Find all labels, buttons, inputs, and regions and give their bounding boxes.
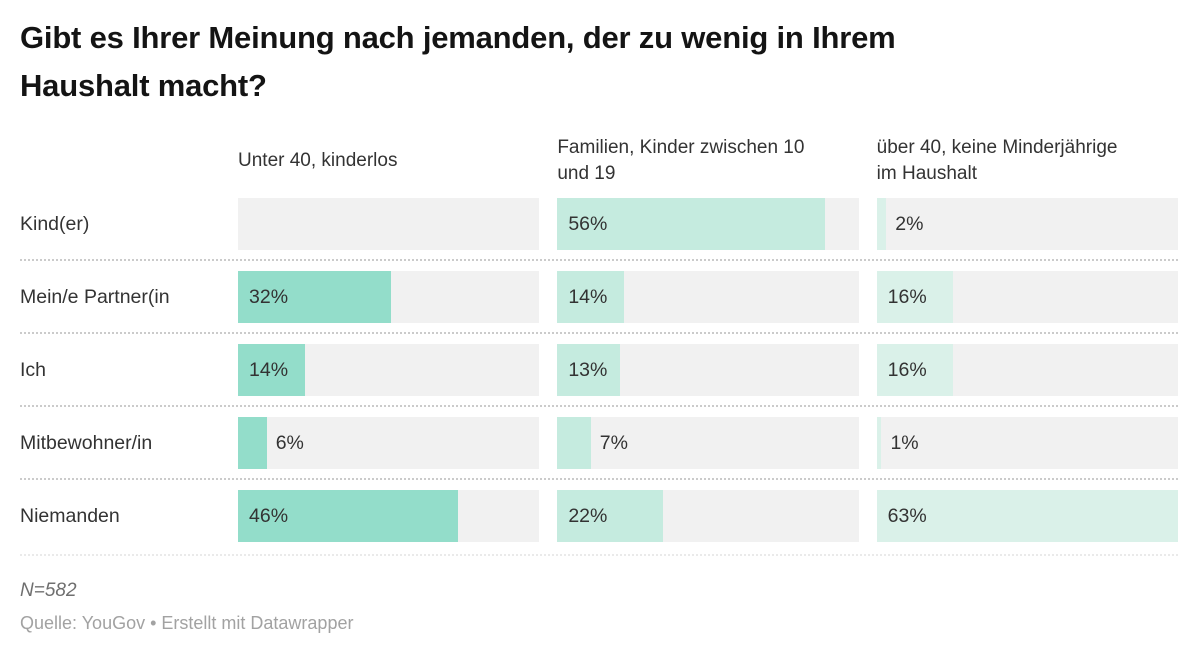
bar-track: 6% [238,417,540,469]
row-label: Kind(er) [20,212,90,235]
table-row: Kind(er) 56% 2% [20,198,1178,250]
bar [876,271,954,323]
bar [876,344,954,396]
bar-value-label: 46% [249,505,289,527]
column-header-1: Unter 40, kinderlos [238,150,398,171]
bar-value-label: 6% [275,432,304,454]
bar-track: 22% [557,490,859,542]
bar [557,271,625,323]
bar-value-label: 32% [249,286,289,308]
table-row: Niemanden 46% 22% 63% [20,490,1178,542]
column-headers: Unter 40, kinderlos Familien, Kinder zwi… [20,134,1178,188]
bar [557,344,620,396]
bar-track [238,198,540,250]
bar-track: 1% [876,417,1178,469]
bar-track: 16% [876,271,1178,323]
bar-track: 7% [557,417,859,469]
bar-value-label: 14% [249,359,289,381]
sample-size-note: N=582 [20,580,77,601]
bar [876,490,1178,542]
chart-container: Gibt es Ihrer Meinung nach jemanden, der… [20,14,1178,633]
row-label: Niemanden [20,504,120,527]
bar-value-label: 22% [568,505,608,527]
table-row: Mein/e Partner(in 32% 14% 16% [20,271,1178,323]
bar-value-label: 13% [568,359,608,381]
row-separator [20,478,1178,480]
bar [876,417,882,469]
bar-value-label: 56% [568,213,608,235]
chart-title-line-1: Gibt es Ihrer Meinung nach jemanden, der… [20,20,896,55]
bar-value-label: 2% [895,213,924,235]
row-separator [20,554,1178,556]
bar-track: 13% [557,344,859,396]
bar-track: 14% [238,344,540,396]
bar-track: 56% [557,198,859,250]
bar [557,198,826,250]
bar [238,490,459,542]
chart-title-line-2: Haushalt macht? [20,68,267,103]
row-separator [20,405,1178,407]
bar [238,271,392,323]
row-label: Mitbewohner/in [20,431,153,454]
bar-track: 14% [557,271,859,323]
bar-track: 16% [876,344,1178,396]
bar-value-label: 7% [599,432,628,454]
chart-rows: Kind(er) 56% 2% Mein/e Partner(in 32% 14… [20,198,1178,556]
column-header-3: über 40, keine Minderjährige im Haushalt [876,137,1118,184]
bar-value-label: 14% [568,286,608,308]
row-separator [20,332,1178,334]
chart-title: Gibt es Ihrer Meinung nach jemanden, der… [20,14,1178,110]
bar [238,344,305,396]
bar-value-label: 63% [887,505,927,527]
bar-track: 63% [876,490,1178,542]
bar-track: 2% [876,198,1178,250]
bar-value-label: 16% [887,286,927,308]
bar-value-label: 1% [890,432,919,454]
bar [557,490,663,542]
row-separator [20,259,1178,261]
table-row: Ich 14% 13% 16% [20,344,1178,396]
bar-track: 46% [238,490,540,542]
bar [238,417,267,469]
bar [876,198,887,250]
column-header-2: Familien, Kinder zwischen 10 und 19 [557,137,805,184]
bar-track: 32% [238,271,540,323]
row-label: Mein/e Partner(in [20,285,170,308]
row-label: Ich [20,358,47,381]
source-attribution: Quelle: YouGov • Erstellt mit Datawrappe… [20,613,354,633]
bar [557,417,591,469]
table-row: Mitbewohner/in 6% 7% 1% [20,417,1178,469]
bar-value-label: 16% [887,359,927,381]
